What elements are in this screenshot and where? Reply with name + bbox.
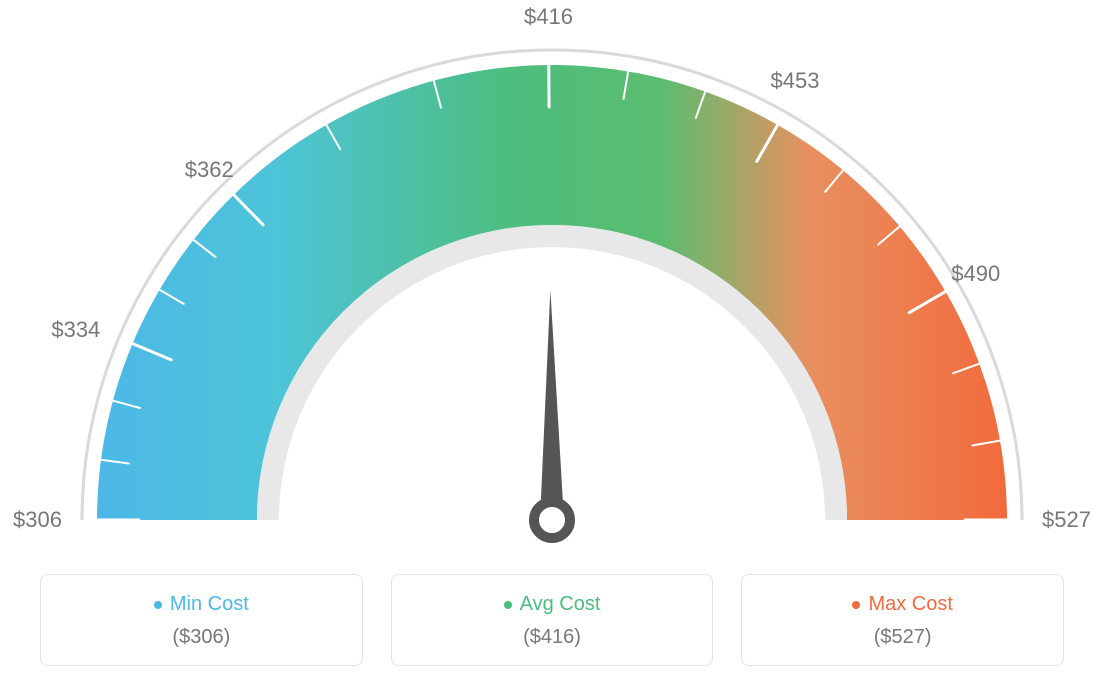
max-cost-value: ($527) <box>752 626 1053 649</box>
gauge-tick-label: $306 <box>13 507 62 533</box>
min-cost-card: Min Cost ($306) <box>40 574 363 666</box>
gauge-svg <box>0 0 1104 560</box>
gauge-tick-label: $416 <box>524 4 573 30</box>
min-dot-icon <box>154 601 162 609</box>
avg-cost-title: Avg Cost <box>504 593 601 616</box>
max-cost-title: Max Cost <box>852 593 952 616</box>
avg-dot-icon <box>504 601 512 609</box>
max-dot-icon <box>852 601 860 609</box>
min-cost-title: Min Cost <box>154 593 249 616</box>
gauge-tick-label: $490 <box>951 261 1000 287</box>
gauge-tick-label: $362 <box>185 157 234 183</box>
avg-cost-value: ($416) <box>402 626 703 649</box>
max-cost-card: Max Cost ($527) <box>741 574 1064 666</box>
min-cost-title-text: Min Cost <box>170 593 249 616</box>
cost-gauge-chart: $306 $334 $362 $416 $453 $490 $527 <box>0 0 1104 560</box>
avg-cost-title-text: Avg Cost <box>520 593 601 616</box>
avg-cost-card: Avg Cost ($416) <box>391 574 714 666</box>
max-cost-title-text: Max Cost <box>868 593 952 616</box>
cost-cards-row: Min Cost ($306) Avg Cost ($416) Max Cost… <box>40 574 1064 666</box>
min-cost-value: ($306) <box>51 626 352 649</box>
gauge-tick-label: $334 <box>51 317 100 343</box>
gauge-tick-label: $453 <box>771 68 820 94</box>
gauge-tick-label: $527 <box>1042 507 1091 533</box>
